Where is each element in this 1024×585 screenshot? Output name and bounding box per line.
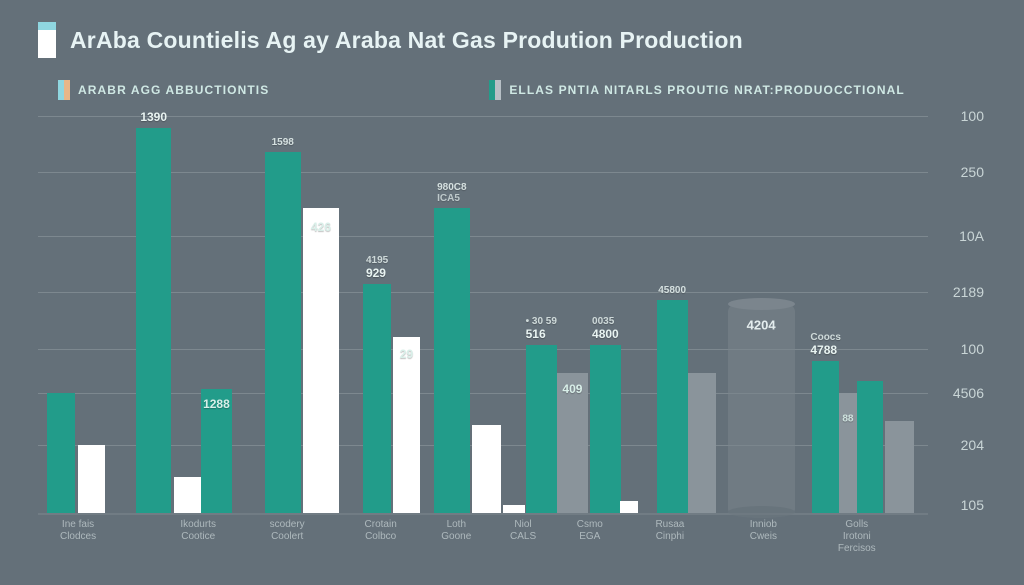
legend-swatch-2-icon xyxy=(489,80,501,100)
bar-value-label: 29 xyxy=(400,347,413,361)
bar xyxy=(393,337,420,513)
bar xyxy=(688,373,716,513)
bar xyxy=(812,361,839,513)
bar xyxy=(620,501,638,513)
bar xyxy=(174,477,201,513)
legend-swatch-1-icon xyxy=(58,80,70,100)
x-tick-label: IkodurtsCootice xyxy=(163,519,233,543)
plot-region: 4204 1390 1288 1598 426 4195929 29 980C8ICA5 • 3… xyxy=(38,112,928,513)
x-tick-label: scoderyCoolert xyxy=(252,519,322,543)
bar xyxy=(657,300,688,513)
bar-value-label: 980C8ICA5 xyxy=(437,182,466,204)
bar-value-label: Coocs4788 xyxy=(810,332,841,357)
ghost-cylinder xyxy=(728,304,795,513)
bar xyxy=(472,425,500,513)
legend-label-2: ELLAS PNTIA NITARLS PROUTIG NRAT:PRODUOC… xyxy=(509,83,904,97)
bar xyxy=(434,208,470,513)
bar-value-label: 409 xyxy=(562,382,582,396)
x-tick-label: NiolCALS xyxy=(488,519,558,543)
x-tick-label: GollsIrotoniFercisos xyxy=(822,519,892,555)
x-tick-label: InniobCweis xyxy=(728,519,798,543)
bar xyxy=(265,152,301,513)
x-tick-label: RusaaCinphi xyxy=(635,519,705,543)
legend: ARABR AGG ABBUCTIONTIS ELLAS PNTIA NITAR… xyxy=(58,80,990,100)
legend-item-2: ELLAS PNTIA NITARLS PROUTIG NRAT:PRODUOC… xyxy=(489,80,904,100)
legend-item-1: ARABR AGG ABBUCTIONTIS xyxy=(58,80,269,100)
y-tick-label: 4506 xyxy=(953,385,984,401)
chart-area: 4204 1390 1288 1598 426 4195929 29 980C8ICA5 • 3… xyxy=(38,112,990,567)
y-tick-label: 250 xyxy=(961,164,984,180)
bar xyxy=(885,421,913,513)
bar xyxy=(303,208,339,513)
bar xyxy=(839,393,857,513)
y-tick-label: 10A xyxy=(959,228,984,244)
y-tick-label: 105 xyxy=(961,497,984,513)
bar xyxy=(136,128,172,513)
ghost-cylinder-label: 4204 xyxy=(747,318,776,333)
bar-value-label: 88 xyxy=(842,414,853,425)
bar xyxy=(526,345,557,513)
bar-value-label: 4195929 xyxy=(366,255,388,280)
title-row: ArAba Countielis Ag ay Araba Nat Gas Pro… xyxy=(38,22,990,58)
bar xyxy=(78,445,105,513)
y-tick-label: 100 xyxy=(961,341,984,357)
bar xyxy=(47,393,75,513)
x-tick-label: CrotainColbco xyxy=(346,519,416,543)
chart-card: ArAba Countielis Ag ay Araba Nat Gas Pro… xyxy=(0,0,1024,585)
y-tick-label: 2189 xyxy=(953,284,984,300)
bar-value-label: 1598 xyxy=(272,137,294,148)
x-tick-label: CsmoEGA xyxy=(555,519,625,543)
bar-value-label: 426 xyxy=(311,220,331,234)
bar-layer: 4204 1390 1288 1598 426 4195929 29 980C8ICA5 • 3… xyxy=(38,112,928,513)
bar-value-label: 1390 xyxy=(140,110,167,124)
bar xyxy=(503,505,524,513)
legend-label-1: ARABR AGG ABBUCTIONTIS xyxy=(78,83,269,97)
x-tick-label: Ine faisClodces xyxy=(43,519,113,543)
bar-value-label: 00354800 xyxy=(592,316,619,341)
bar xyxy=(857,381,884,513)
title-swatch-icon xyxy=(38,22,56,58)
y-axis: 10025010A21891004506204105 xyxy=(932,112,990,513)
bar-value-label: • 30 59516 xyxy=(526,316,557,341)
bar-value-label: 1288 xyxy=(203,397,230,411)
x-axis: Ine faisClodces IkodurtsCootice scoderyCoo… xyxy=(38,513,928,567)
bar xyxy=(363,284,391,513)
chart-title: ArAba Countielis Ag ay Araba Nat Gas Pro… xyxy=(70,27,743,54)
y-tick-label: 100 xyxy=(961,108,984,124)
bar-value-label: 45800 xyxy=(658,285,686,296)
x-tick-label: LothGoone xyxy=(421,519,491,543)
bar xyxy=(590,345,621,513)
y-tick-label: 204 xyxy=(961,437,984,453)
